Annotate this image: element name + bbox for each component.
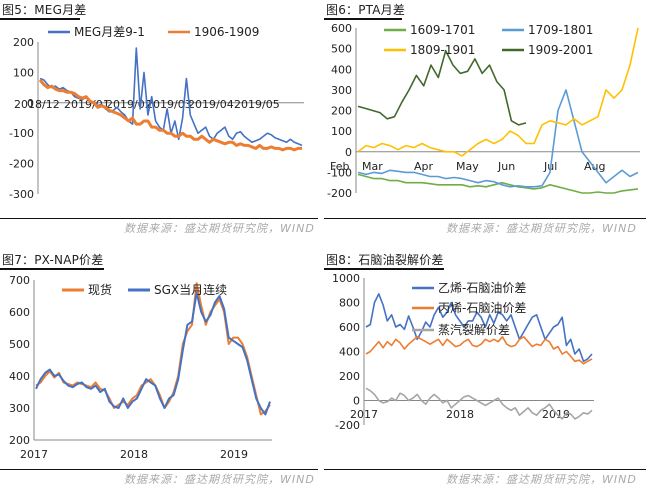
legend-label: 1809-1901 (410, 43, 475, 57)
series-line (365, 336, 593, 365)
legend-label: 蒸汽裂解价差 (438, 322, 510, 337)
y-tick-label: -300 (9, 188, 34, 201)
x-tick-label: 2019/03 (146, 98, 192, 111)
x-tick-label: 2019 (220, 448, 248, 461)
source-rule (324, 469, 646, 470)
y-tick-label: -100 (327, 166, 352, 179)
x-tick-label: 2018/12 (14, 98, 60, 111)
y-tick-label: 600 (9, 306, 30, 319)
series-line (357, 27, 639, 157)
y-tick-label: -200 (9, 158, 34, 171)
chart-title: 图6：PTA月差 (326, 3, 406, 17)
y-tick-label: 100 (13, 66, 34, 79)
y-tick-label: 400 (9, 370, 30, 383)
series-line (35, 282, 271, 416)
panel-pta: 图6：PTA月差 600 500 400 300 200 100 0 -100 -200 Feb M… (324, 0, 646, 240)
series-line (365, 387, 593, 420)
source-rule (0, 469, 318, 470)
y-tick-label: 200 (339, 370, 360, 383)
y-tick-label: 600 (331, 22, 352, 35)
panel-meg: 图5：MEG月差 200 100 0 -100 -200 -300 2018/12 2019/… (0, 0, 318, 240)
y-tick-label: 200 (13, 36, 34, 49)
x-tick-label: 2019/01 (64, 98, 110, 111)
x-tick-label: Feb (330, 160, 349, 173)
y-tick-label: 600 (339, 321, 360, 334)
title-rule (324, 18, 402, 20)
chart-title: 图8：石脑油裂解价差 (326, 253, 444, 267)
x-tick-label: 2019/02 (106, 98, 152, 111)
y-tick-label: 800 (339, 297, 360, 310)
y-tick-label: 0 (27, 97, 34, 110)
source-text: 数据来源：盛达期货研究院，WIND (124, 473, 315, 486)
x-tick-label: 2018 (120, 448, 148, 461)
y-tick-label: -100 (9, 127, 34, 140)
y-tick-label: 400 (339, 346, 360, 359)
x-tick-label: Mar (362, 160, 383, 173)
y-tick-label: 0 (353, 395, 360, 408)
series-line (357, 89, 639, 188)
source-text: 数据来源：盛达期货研究院，WIND (124, 222, 315, 235)
legend-label: 乙烯-石脑油价差 (438, 281, 526, 295)
y-tick-label: -200 (335, 419, 360, 432)
x-tick-label: 2019/05 (234, 98, 280, 111)
y-tick-label: 1000 (332, 272, 360, 285)
y-tick-label: 0 (345, 146, 352, 159)
y-tick-label: 700 (9, 274, 30, 287)
title-rule (0, 18, 80, 20)
chart-meg: 200 100 0 -100 -200 -300 2018/12 2019/012019/02… (9, 25, 304, 201)
panel-pxnap: 图7：PX-NAP价差 700 600 500 400 300 200 2017 2018 20… (0, 250, 318, 486)
y-tick-label: 300 (331, 84, 352, 97)
source-rule (324, 218, 646, 219)
x-tick-label: May (456, 160, 479, 173)
source-rule (0, 218, 318, 219)
legend-label: 丙烯-石脑油价差 (438, 301, 526, 315)
series-line (365, 293, 593, 363)
chart-title: 图7：PX-NAP价差 (2, 253, 104, 267)
x-tick-label: Apr (414, 160, 434, 173)
y-tick-label: 400 (331, 63, 352, 76)
series-line (357, 49, 527, 126)
x-tick-label: Jun (497, 160, 515, 173)
x-tick-label: 2017 (20, 448, 48, 461)
legend-label: 1609-1701 (410, 23, 475, 37)
y-tick-label: 300 (9, 402, 30, 415)
legend-label: 1906-1909 (194, 25, 259, 39)
legend-label: 1909-2001 (528, 43, 593, 57)
series-line (38, 79, 302, 152)
chart-title: 图5：MEG月差 (2, 3, 87, 17)
title-rule (324, 268, 444, 270)
legend-label: MEG月差9-1 (74, 25, 145, 39)
legend-label: 现货 (88, 282, 112, 297)
x-tick-label: 2019/04 (188, 98, 234, 111)
x-tick-label: Aug (584, 160, 605, 173)
series-line (35, 291, 271, 416)
y-tick-label: 500 (331, 43, 352, 56)
source-text: 数据来源：盛达期货研究院，WIND (446, 222, 637, 235)
chart-pta: 600 500 400 300 200 100 0 -100 -200 Feb Mar Apr May J… (327, 22, 640, 200)
y-tick-label: 500 (9, 338, 30, 351)
y-tick-label: 200 (9, 434, 30, 447)
y-tick-label: -200 (327, 187, 352, 200)
y-tick-label: 100 (331, 125, 352, 138)
x-tick-label: 2017 (350, 408, 378, 421)
legend-label: 1709-1801 (528, 23, 593, 37)
panel-naphtha: 图8：石脑油裂解价差 1000 800 600 400 200 0 -200 2017 2018… (324, 250, 646, 486)
source-text: 数据来源：盛达期货研究院，WIND (446, 473, 637, 486)
x-tick-label: 2018 (446, 408, 474, 421)
y-tick-label: 200 (331, 105, 352, 118)
legend-label: SGX当月连续 (154, 282, 227, 297)
title-rule (0, 268, 104, 270)
